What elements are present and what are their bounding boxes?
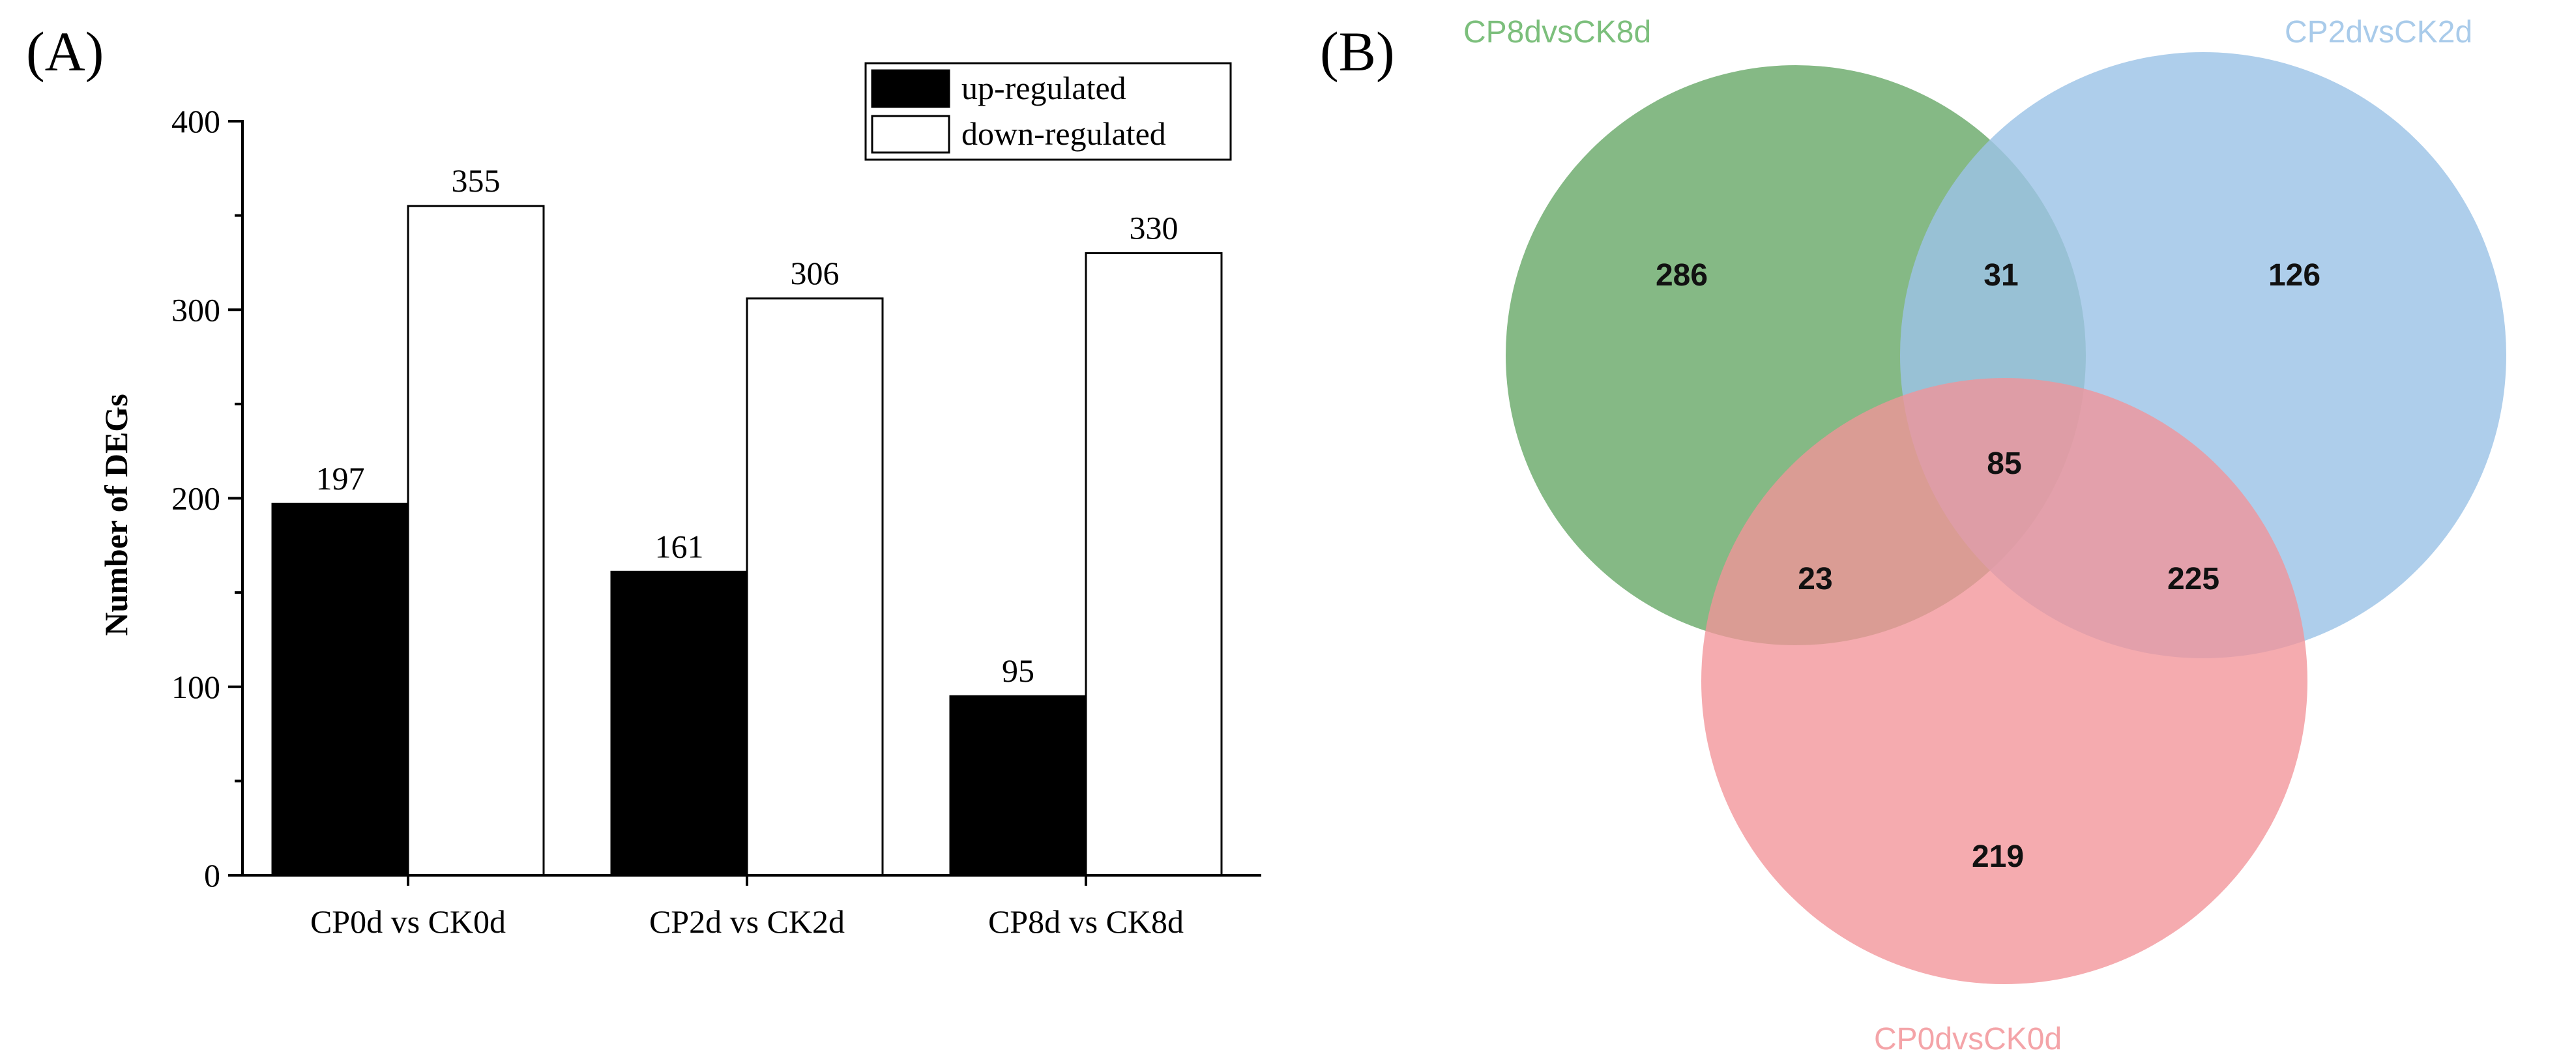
venn-region-cp8d-cp0d: 23 bbox=[1798, 562, 1832, 596]
bar-chart: Number of DEGs 197 355 161 306 95 330 CP0d vs… bbox=[98, 62, 1261, 940]
panel-a-label: (A) bbox=[26, 20, 104, 83]
y-tick-label-300: 300 bbox=[171, 291, 220, 328]
data-label-down-2: 306 bbox=[791, 255, 840, 291]
venn-set-label-cp2d: CP2dvsCK2d bbox=[2285, 15, 2472, 50]
y-tick-label-0: 0 bbox=[204, 857, 220, 894]
legend-label-up: up-regulated bbox=[961, 70, 1126, 106]
panel-b-label: (B) bbox=[1320, 20, 1395, 83]
x-tick-label-3: CP8d vs CK8d bbox=[988, 903, 1184, 940]
venn-set-label-cp0d: CP0dvsCK0d bbox=[1874, 1022, 2062, 1056]
bars-layer: 197 355 161 306 95 330 bbox=[271, 162, 1223, 877]
x-tick-label-1: CP0d vs CK0d bbox=[310, 903, 506, 940]
legend: up-regulated down-regulated bbox=[864, 62, 1232, 161]
data-label-up-3: 95 bbox=[1002, 652, 1034, 689]
data-label-down-1: 355 bbox=[452, 162, 501, 199]
venn-region-only-cp0d: 219 bbox=[1972, 839, 2024, 874]
venn-region-only-cp2d: 126 bbox=[2268, 258, 2320, 293]
venn-set-label-cp8d: CP8dvsCK8d bbox=[1463, 15, 1651, 50]
venn-region-cp8d-cp2d: 31 bbox=[1983, 258, 2018, 293]
bar-up-2 bbox=[610, 570, 748, 877]
data-label-up-2: 161 bbox=[655, 528, 704, 564]
bar-up-3 bbox=[949, 695, 1087, 877]
bar-down-2 bbox=[746, 297, 884, 877]
venn-circle-cp0d bbox=[1701, 378, 2307, 984]
y-tick-label-200: 200 bbox=[171, 480, 220, 517]
bar-down-3 bbox=[1085, 252, 1223, 877]
legend-label-down: down-regulated bbox=[961, 115, 1166, 152]
venn-region-all: 85 bbox=[1987, 446, 2021, 481]
venn-region-cp2d-cp0d: 225 bbox=[2167, 562, 2219, 596]
data-label-down-3: 330 bbox=[1130, 209, 1178, 246]
y-tick-label-400: 400 bbox=[171, 103, 220, 139]
bar-up-1 bbox=[271, 502, 409, 877]
y-tick-label-100: 100 bbox=[171, 669, 220, 705]
axes-layer: CP0d vs CK0d CP2d vs CK2d CP8d vs CK8d 0 100… bbox=[171, 103, 1261, 940]
venn-region-only-cp8d: 286 bbox=[1656, 258, 1708, 293]
x-tick-label-2: CP2d vs CK2d bbox=[649, 903, 845, 940]
legend-swatch-down bbox=[871, 115, 950, 154]
venn-diagram: CP8dvsCK8d CP2dvsCK2d CP0dvsCK0d 286 31 … bbox=[1463, 15, 2506, 1056]
bar-down-1 bbox=[407, 205, 545, 877]
legend-swatch-up bbox=[871, 69, 950, 108]
data-label-up-1: 197 bbox=[316, 460, 365, 497]
y-axis-title: Number of DEGs bbox=[98, 394, 134, 635]
